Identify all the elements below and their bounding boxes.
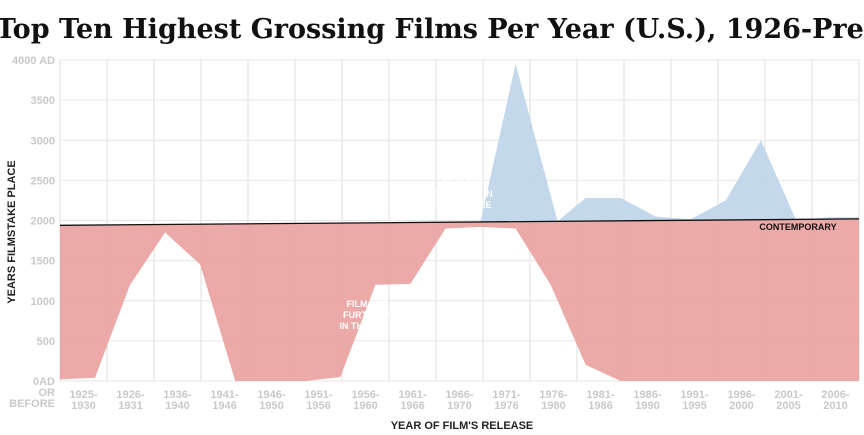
x-tick-label: 2001-2005 [774, 389, 802, 412]
x-tick-label: 1956-1960 [351, 389, 379, 412]
x-tick-label: 1996-2000 [727, 389, 755, 412]
annotation-contemporary: CONTEMPORARY [759, 222, 836, 232]
x-tick-label: 1936-1940 [163, 389, 191, 412]
x-tick-label: 1941-1946 [210, 389, 238, 412]
x-tick-label: 1991-1995 [680, 389, 708, 412]
x-tick-label: 1925-1930 [69, 389, 97, 412]
y-tick-label: 1000 [31, 296, 55, 308]
y-tick-label: 0AD [33, 376, 55, 388]
x-tick-label: 1946-1950 [257, 389, 285, 412]
x-tick-label: 1976-1980 [539, 389, 567, 412]
contemporary-line [59, 218, 860, 226]
x-tick-label: 1986-1990 [633, 389, 661, 412]
x-tick-label: 1951-1956 [304, 389, 332, 412]
x-tick-label: 1981-1986 [586, 389, 614, 412]
x-tick-label: 1926-1931 [116, 389, 144, 412]
x-axis-label: YEAR OF FILM'S RELEASE [391, 420, 534, 432]
y-tick-label: 2000 [31, 216, 55, 228]
annotation-future: FILM SET FURTHEST IN THE FUTURE [433, 178, 493, 210]
y-tick-label: 4000 AD [12, 55, 55, 67]
x-tick-label: 1966-1970 [445, 389, 473, 412]
y-tick-label: 3500 [31, 95, 55, 107]
series-area-future [60, 64, 859, 227]
x-tick-label: 1961-1966 [398, 389, 426, 412]
annotations: FILM SET FURTHEST IN THE FUTURE FILM SET FUR… [339, 178, 836, 331]
x-tick-label: 2006-2010 [821, 389, 849, 412]
y-axis-label: YEARS FILMSTAKE PLACE [6, 160, 18, 303]
y-tick-label: 2500 [31, 175, 55, 187]
y-tick-label-bottom: OR [39, 387, 56, 399]
annotation-past: FILM SET FURTHEST IN THE PAST [339, 299, 395, 331]
y-tick-label: 3000 [31, 135, 55, 147]
y-tick-label: 1500 [31, 256, 55, 268]
series-area-past [60, 218, 859, 381]
x-tick-label: 1971-1976 [492, 389, 520, 412]
chart-title: Top Ten Highest Grossing Films Per Year … [0, 14, 864, 45]
contemporary-line-layer [59, 218, 860, 226]
plot-areas [60, 64, 859, 381]
tick-labels: 4000 AD 3500 3000 2500 2000 1500 1000 500 0ADORB… [9, 55, 850, 412]
y-tick-label-bottom: BEFORE [9, 398, 55, 410]
y-tick-label: 500 [37, 336, 55, 348]
